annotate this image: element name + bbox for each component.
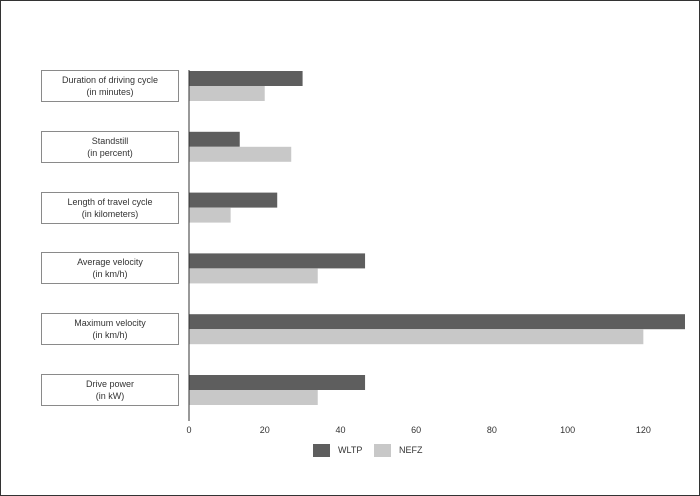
category-label: Duration of driving cycle (in minutes) xyxy=(41,70,179,102)
category-label-line1: Length of travel cycle xyxy=(67,196,153,207)
category-label-line1: Drive power xyxy=(85,379,134,389)
bar-wltp xyxy=(189,192,278,208)
bar-nefz xyxy=(189,146,292,162)
category-label-line1: Average velocity xyxy=(77,257,143,268)
bar-nefz xyxy=(189,329,644,345)
x-tick-label: 40 xyxy=(335,425,345,435)
bar-wltp xyxy=(189,253,366,269)
category-label-line1: Duration of driving cycle xyxy=(61,75,159,85)
category-label: Standstill (in percent) xyxy=(41,130,179,163)
x-tick-label: 0 xyxy=(186,425,191,435)
bar-nefz xyxy=(189,390,318,405)
category-label-line2: (in km/h) xyxy=(92,269,128,280)
bar-wltp xyxy=(189,131,240,147)
category-label-line2: (in percent) xyxy=(87,147,133,158)
category-label-line2: (in kW) xyxy=(95,391,125,401)
x-tick-label: 20 xyxy=(260,425,270,435)
category-label: Maximum velocity (in km/h) xyxy=(41,313,179,346)
bar-nefz xyxy=(189,268,318,284)
x-tick-label: 100 xyxy=(560,425,575,435)
category-label: Drive power (in kW) xyxy=(41,374,179,406)
bar-wltp xyxy=(189,314,685,330)
category-label: Length of travel cycle (in kilometers) xyxy=(41,191,179,224)
legend-label-nefz: NEFZ xyxy=(399,445,423,455)
category-label-line2: (in kilometers) xyxy=(81,208,139,219)
bar-nefz xyxy=(189,207,231,223)
category-label-line2: (in km/h) xyxy=(92,330,128,341)
category-label: Average velocity (in km/h) xyxy=(41,252,179,285)
legend-swatch-wltp xyxy=(313,444,330,457)
category-label-line2: (in minutes) xyxy=(86,87,134,97)
category-label-line1: Maximum velocity xyxy=(74,318,146,329)
bar-wltp xyxy=(189,375,366,390)
legend-swatch-nefz xyxy=(374,444,391,457)
bar-wltp xyxy=(189,71,303,86)
x-tick-label: 120 xyxy=(636,425,651,435)
x-tick-label: 80 xyxy=(487,425,497,435)
x-tick-label: 60 xyxy=(411,425,421,435)
category-label-line1: Standstill xyxy=(91,135,129,146)
bar-nefz xyxy=(189,86,265,101)
legend-label-wltp: WLTP xyxy=(338,445,363,455)
